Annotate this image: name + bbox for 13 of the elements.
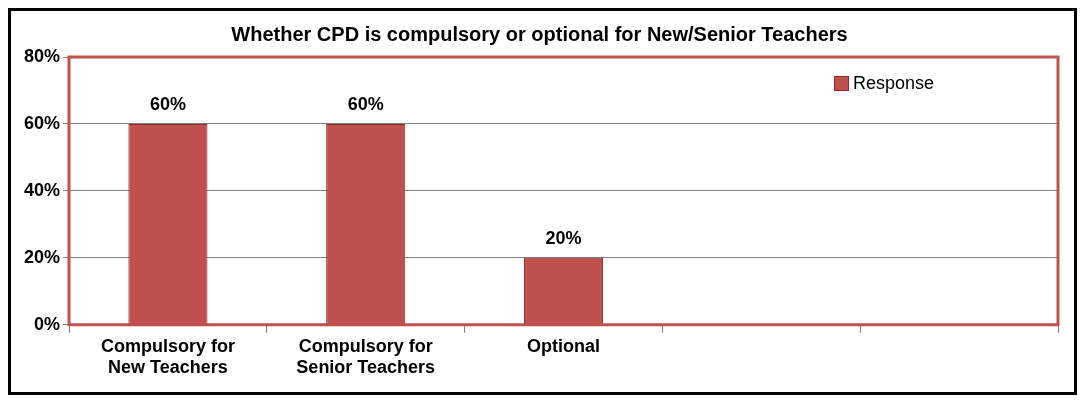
y-tick-label: 20% <box>24 246 61 267</box>
x-tick-label: Compulsory for New Teachers <box>100 335 235 378</box>
y-tick-label: 0% <box>34 313 61 334</box>
data-label: 20% <box>545 227 582 248</box>
x-tick-label: Optional <box>527 335 601 356</box>
y-tick-label: 40% <box>24 179 61 200</box>
data-label: 60% <box>149 93 186 114</box>
legend-label: Response <box>852 73 934 94</box>
x-tick-label: Compulsory for Senior Teachers <box>296 335 436 378</box>
data-label: 60% <box>347 93 384 114</box>
chart-title: Whether CPD is compulsory or optional for New/Senior Teachers <box>231 22 848 45</box>
y-tick-label: 80% <box>24 45 61 66</box>
y-tick-label: 60% <box>24 112 61 133</box>
